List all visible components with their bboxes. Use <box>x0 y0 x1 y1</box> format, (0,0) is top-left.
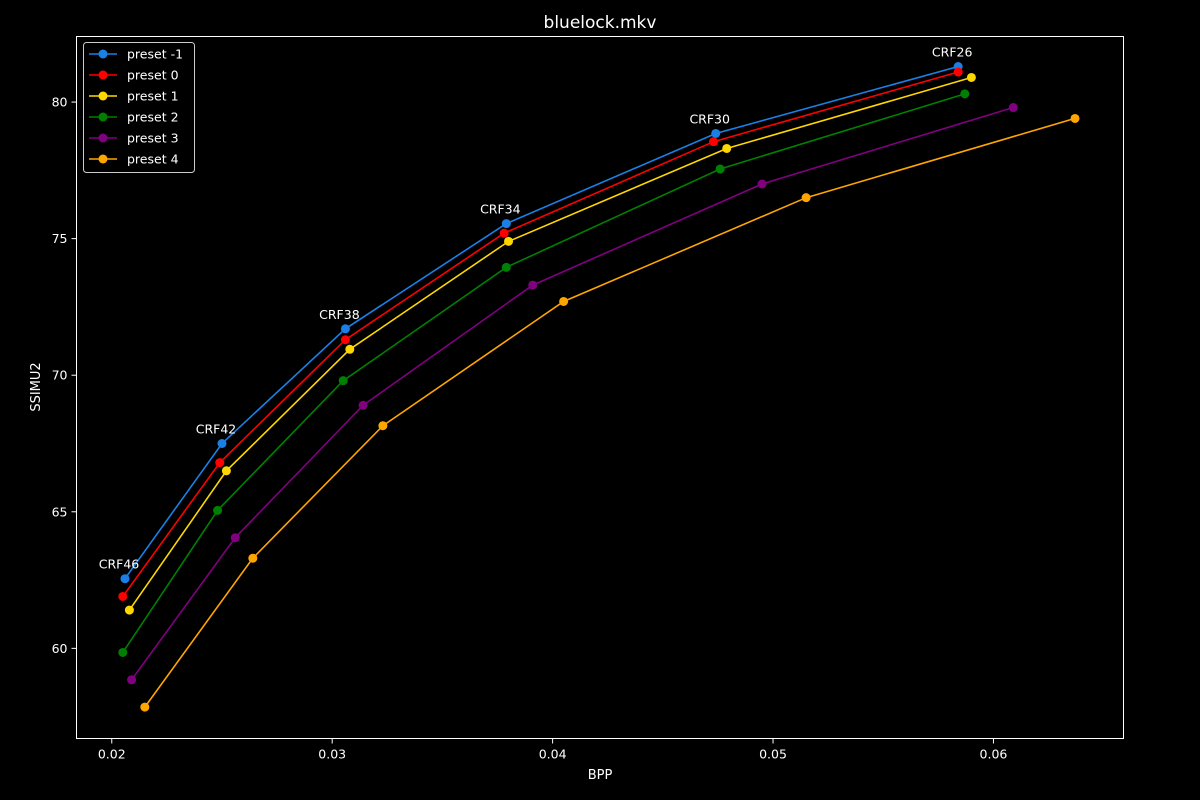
legend: preset -1 preset 0 preset 1 preset 2 preset … <box>83 42 195 173</box>
series-line <box>122 71 959 597</box>
data-point <box>722 143 732 153</box>
legend-marker <box>98 133 108 143</box>
data-point <box>528 280 538 290</box>
x-axis-label: BPP <box>588 768 613 783</box>
data-point <box>501 262 511 272</box>
y-tick-label: 65 <box>52 504 68 519</box>
legend-item: preset 2 <box>89 110 179 125</box>
legend-label: preset -1 <box>127 47 183 62</box>
legend-label: preset 4 <box>127 152 179 167</box>
legend-item: preset 4 <box>89 152 179 167</box>
series-4 <box>127 103 1018 685</box>
y-axis-label: SSIMU2 <box>29 362 44 411</box>
data-point <box>217 438 227 448</box>
data-point <box>345 344 355 354</box>
legend-marker <box>98 112 108 122</box>
series-0 <box>120 62 963 584</box>
legend-label: preset 1 <box>127 89 179 104</box>
data-point <box>504 236 514 246</box>
series-1 <box>118 67 963 601</box>
data-point <box>953 67 963 77</box>
series-lines <box>118 62 1080 712</box>
crf-annotation: CRF46 <box>99 557 140 572</box>
data-point <box>340 335 350 345</box>
data-point <box>711 128 721 138</box>
data-point <box>140 702 150 712</box>
plot-area-frame <box>76 36 1124 739</box>
legend-marker <box>98 70 108 80</box>
data-point <box>124 605 134 615</box>
series-line <box>128 76 972 611</box>
y-tick-label: 70 <box>52 368 68 383</box>
x-tick-label: 0.06 <box>980 747 1008 762</box>
data-point <box>715 164 725 174</box>
data-point <box>118 647 128 657</box>
series-5 <box>140 113 1080 712</box>
series-2 <box>124 72 976 615</box>
data-point <box>501 219 511 229</box>
data-point <box>221 466 231 476</box>
data-point <box>709 137 719 147</box>
data-point <box>966 72 976 82</box>
chart-title: bluelock.mkv <box>544 13 657 33</box>
legend-label: preset 3 <box>127 131 179 146</box>
crf-annotation: CRF42 <box>196 421 237 436</box>
legend-label: preset 2 <box>127 110 179 125</box>
legend-marker <box>98 49 108 59</box>
data-point <box>358 400 368 410</box>
series-line <box>130 106 1014 681</box>
data-point <box>213 505 223 515</box>
series-line <box>144 117 1076 708</box>
data-point <box>1008 103 1018 113</box>
legend-item: preset 0 <box>89 68 179 83</box>
data-point <box>120 574 130 584</box>
data-point <box>378 421 388 431</box>
legend-item: preset -1 <box>89 47 183 62</box>
data-point <box>960 89 970 99</box>
data-point <box>340 324 350 334</box>
legend-marker <box>98 91 108 101</box>
legend-marker <box>98 154 108 164</box>
data-point <box>801 193 811 203</box>
y-tick-label: 80 <box>52 95 68 110</box>
data-point <box>757 179 767 189</box>
legend-item: preset 3 <box>89 131 179 146</box>
crf-annotation: CRF26 <box>932 45 973 60</box>
crf-annotations: CRF46 CRF42 CRF38 CRF34 CRF30 CRF26 <box>99 45 973 572</box>
series-line <box>122 93 966 653</box>
x-tick-label: 0.05 <box>759 747 787 762</box>
crf-annotation: CRF38 <box>319 307 360 322</box>
legend-label: preset 0 <box>127 68 179 83</box>
x-tick-label: 0.04 <box>539 747 567 762</box>
x-tick-label: 0.03 <box>318 747 346 762</box>
data-point <box>499 228 509 238</box>
y-axis-ticks: 60 65 70 75 80 <box>52 95 77 656</box>
data-point <box>338 376 348 386</box>
y-tick-label: 75 <box>52 231 68 246</box>
data-point <box>215 458 225 468</box>
x-tick-label: 0.02 <box>98 747 126 762</box>
crf-annotation: CRF30 <box>689 111 730 126</box>
y-tick-label: 60 <box>52 641 68 656</box>
legend-item: preset 1 <box>89 89 179 104</box>
x-axis-ticks: 0.02 0.03 0.04 0.05 0.06 <box>98 738 1008 762</box>
data-point <box>1070 113 1080 123</box>
data-point <box>559 296 569 306</box>
crf-annotation: CRF34 <box>480 202 521 217</box>
data-point <box>248 553 258 563</box>
series-3 <box>118 89 970 657</box>
data-point <box>127 675 137 685</box>
data-point <box>118 591 128 601</box>
data-point <box>230 533 240 543</box>
series-line <box>124 65 959 580</box>
